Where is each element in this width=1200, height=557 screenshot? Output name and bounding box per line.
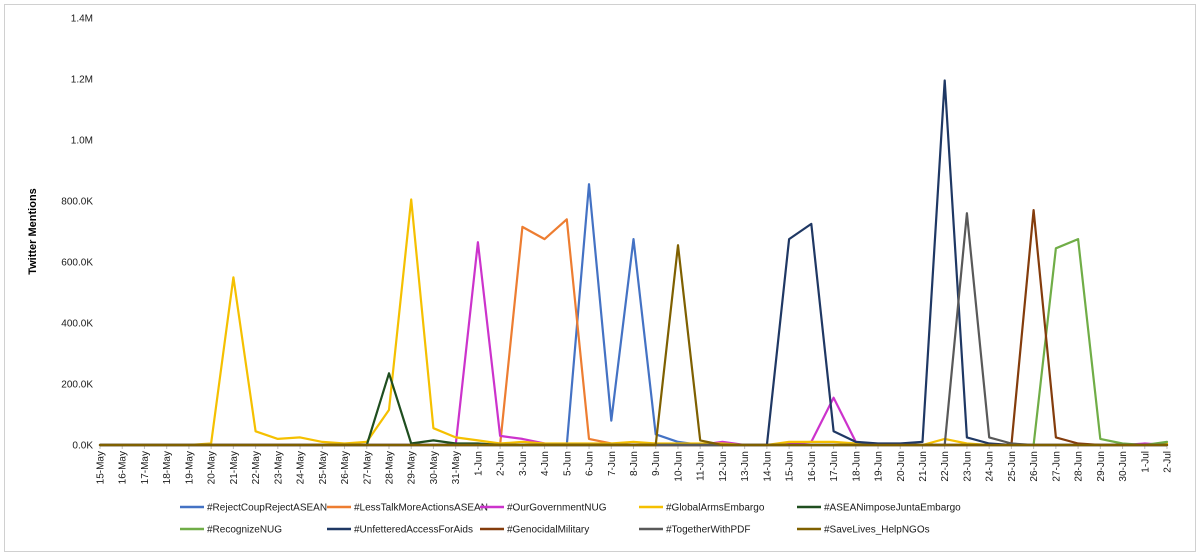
legend-label-6: #UnfetteredAccessForAids — [354, 525, 473, 536]
x-tick-label: 30-May — [429, 451, 440, 484]
x-tick-label: 9-Jun — [651, 451, 662, 476]
x-tick-label: 26-Jun — [1029, 451, 1040, 482]
series-line-3 — [98, 198, 1169, 447]
legend-label-5: #RecognizeNUG — [207, 525, 282, 536]
y-tick-label: 400.0K — [61, 319, 93, 330]
x-tick-label: 24-May — [296, 451, 307, 484]
x-tick-label: 21-Jun — [918, 451, 929, 482]
series-line-4 — [98, 372, 1169, 447]
x-tick-label: 25-May — [318, 451, 329, 484]
x-tick-label: 28-May — [384, 451, 395, 484]
x-tick-label: 15-May — [96, 451, 107, 484]
x-tick-label: 26-May — [340, 451, 351, 484]
legend-label-8: #TogetherWithPDF — [666, 525, 750, 536]
series-line-2 — [98, 241, 1169, 447]
y-tick-label: 1.2M — [71, 75, 93, 86]
x-tick-label: 23-May — [273, 451, 284, 484]
x-tick-label: 18-Jun — [851, 451, 862, 482]
y-tick-label: 1.0M — [71, 136, 93, 147]
x-tick-label: 7-Jun — [607, 451, 618, 476]
x-tick-label: 20-May — [207, 451, 218, 484]
y-tick-label: 800.0K — [61, 197, 93, 208]
x-tick-label: 25-Jun — [1007, 451, 1018, 482]
x-tick-label: 4-Jun — [540, 451, 551, 476]
legend-label-7: #GenocidalMilitary — [507, 525, 589, 536]
x-tick-label: 14-Jun — [762, 451, 773, 482]
x-tick-label: 28-Jun — [1074, 451, 1085, 482]
x-tick-label: 30-Jun — [1118, 451, 1129, 482]
legend-label-3: #GlobalArmsEmbargo — [666, 503, 765, 514]
y-tick-label: 1.4M — [71, 14, 93, 25]
y-tick-label: 600.0K — [61, 258, 93, 269]
legend-label-1: #LessTalkMoreActionsASEAN — [354, 503, 488, 514]
x-tick-label: 5-Jun — [562, 451, 573, 476]
x-tick-label: 18-May — [162, 451, 173, 484]
x-tick-label: 6-Jun — [585, 451, 596, 476]
x-tick-label: 2-Jul — [1163, 451, 1174, 473]
series-line-9 — [98, 244, 1169, 447]
chart-frame — [4, 4, 1196, 552]
x-tick-label: 23-Jun — [962, 451, 973, 482]
y-axis-label: Twitter Mentions — [27, 188, 39, 275]
x-tick-label: 20-Jun — [896, 451, 907, 482]
x-tick-label: 12-Jun — [718, 451, 729, 482]
x-tick-label: 29-May — [407, 451, 418, 484]
x-tick-label: 19-Jun — [874, 451, 885, 482]
x-tick-label: 24-Jun — [985, 451, 996, 482]
legend-label-4: #ASEANimposeJuntaEmbargo — [824, 503, 961, 514]
x-tick-label: 27-May — [362, 451, 373, 484]
x-tick-label: 13-Jun — [740, 451, 751, 482]
series-line-5 — [98, 238, 1169, 447]
x-tick-label: 1-Jun — [473, 451, 484, 476]
legend-label-2: #OurGovernmentNUG — [507, 503, 607, 514]
x-tick-label: 15-Jun — [785, 451, 796, 482]
x-tick-label: 22-May — [251, 451, 262, 484]
x-tick-label: 11-Jun — [696, 451, 707, 481]
x-tick-label: 29-Jun — [1096, 451, 1107, 482]
x-tick-label: 22-Jun — [940, 451, 951, 482]
y-tick-label: 200.0K — [61, 380, 93, 391]
x-tick-label: 16-Jun — [807, 451, 818, 482]
series-line-1 — [98, 218, 1169, 447]
x-tick-label: 19-May — [184, 451, 195, 484]
x-tick-label: 17-Jun — [829, 451, 840, 482]
x-tick-label: 17-May — [140, 451, 151, 484]
y-tick-label: 0.0K — [72, 441, 93, 452]
series-line-6 — [98, 79, 1169, 447]
x-tick-label: 31-May — [451, 451, 462, 484]
x-tick-label: 3-Jun — [518, 451, 529, 476]
legend-label-9: #SaveLives_HelpNGOs — [824, 525, 930, 536]
x-tick-label: 27-Jun — [1051, 451, 1062, 482]
x-tick-label: 10-Jun — [673, 451, 684, 482]
legend-label-0: #RejectCoupRejectASEAN — [207, 503, 327, 514]
x-tick-label: 16-May — [118, 451, 129, 484]
x-tick-label: 2-Jun — [496, 451, 507, 476]
x-tick-label: 1-Jul — [1140, 451, 1151, 473]
x-tick-label: 21-May — [229, 451, 240, 484]
x-tick-label: 8-Jun — [629, 451, 640, 476]
series-line-0 — [98, 183, 1169, 447]
